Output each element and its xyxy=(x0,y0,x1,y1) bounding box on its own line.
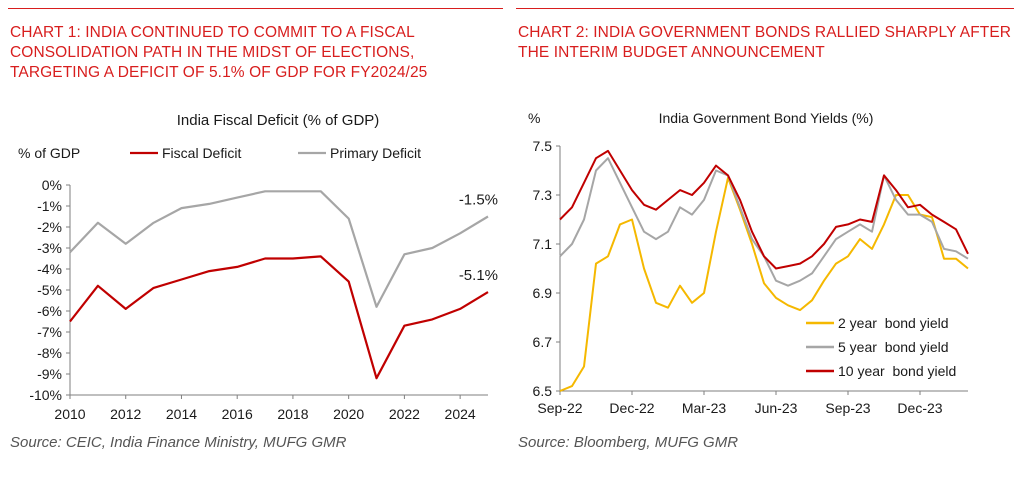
chart2-x-tick-label: Dec-22 xyxy=(609,400,654,416)
chart2-y-tick-label: 7.3 xyxy=(533,187,553,203)
chart2-y-tick-label: 7.5 xyxy=(533,138,553,154)
chart2-title: India Government Bond Yields (%) xyxy=(659,110,874,126)
chart2-x-tick-label: Mar-23 xyxy=(682,400,727,416)
chart2-legend-label-0: 2 year bond yield xyxy=(838,315,949,331)
chart1-y-tick-label: -10% xyxy=(29,387,62,403)
chart2-svg: India Government Bond Yields (%)% 7.5 7.3 7… xyxy=(528,110,969,416)
chart1-y-tick-label: -1% xyxy=(37,198,62,214)
chart1-top-rule xyxy=(8,8,503,9)
chart2-x-tick-label: Sep-22 xyxy=(537,400,582,416)
chart1-x-tick-label: 2020 xyxy=(333,406,364,422)
chart1-panel: CHART 1: INDIA CONTINUED TO COMMIT TO A … xyxy=(8,0,503,478)
primary-deficit-end-label: -1.5% xyxy=(459,192,498,209)
primary-deficit-line xyxy=(69,190,489,308)
chart1-y-tick-label: -5% xyxy=(37,282,62,298)
chart2-legend-label-2: 10 year bond yield xyxy=(838,363,956,379)
chart1-y-tick-label: -6% xyxy=(37,303,62,319)
chart1-legend-label-1: Primary Deficit xyxy=(330,145,421,161)
chart2-heading: CHART 2: INDIA GOVERNMENT BONDS RALLIED … xyxy=(518,24,1012,61)
chart1-x-tick-label: 2016 xyxy=(222,406,253,422)
chart1-y-tick-label: -3% xyxy=(37,240,62,256)
chart1-x-tick-label: 2018 xyxy=(277,406,308,422)
chart1-x-tick-label: 2024 xyxy=(445,406,476,422)
chart1-y-tick-label: -4% xyxy=(37,261,62,277)
chart1-heading: CHART 1: INDIA CONTINUED TO COMMIT TO A … xyxy=(10,24,428,81)
chart1-x-tick-label: 2012 xyxy=(110,406,141,422)
chart2-y-tick-label: 6.5 xyxy=(533,383,553,399)
fiscal-deficit-end-label: -5.1% xyxy=(459,267,498,284)
chart1-svg: India Fiscal Deficit (% of GDP) % of GDP F… xyxy=(18,112,498,422)
chart1-legend-label-0: Fiscal Deficit xyxy=(162,145,241,161)
chart1-y-label: % of GDP xyxy=(18,145,80,161)
chart2-y-tick-label: 7.1 xyxy=(533,236,553,252)
chart2-x-tick-label: Jun-23 xyxy=(755,400,798,416)
chart2-y-tick-label: 6.9 xyxy=(533,285,553,301)
chart2-x-tick-label: Dec-23 xyxy=(897,400,942,416)
chart1-y-tick-label: -2% xyxy=(37,219,62,235)
chart1-title: India Fiscal Deficit (% of GDP) xyxy=(177,112,380,129)
chart2-top-rule xyxy=(516,8,1014,9)
chart1-x-tick-label: 2014 xyxy=(166,406,197,422)
two-year-yield-line xyxy=(559,176,969,392)
chart2-y-label: % xyxy=(528,110,540,126)
chart1-x-tick-label: 2022 xyxy=(389,406,420,422)
ten-year-yield-line xyxy=(559,149,969,270)
chart1-y-tick-label: -8% xyxy=(37,345,62,361)
fiscal-deficit-line xyxy=(69,255,489,380)
five-year-yield-line xyxy=(559,157,969,287)
chart2-y-tick-label: 6.7 xyxy=(533,334,553,350)
chart1-y-tick-label: -9% xyxy=(37,366,62,382)
chart1-y-tick-label: -7% xyxy=(37,324,62,340)
chart2-x-tick-label: Sep-23 xyxy=(825,400,870,416)
chart2-panel: CHART 2: INDIA GOVERNMENT BONDS RALLIED … xyxy=(516,0,1014,478)
chart1-source: Source: CEIC, India Finance Ministry, MU… xyxy=(10,434,347,451)
chart2-legend-label-1: 5 year bond yield xyxy=(838,339,949,355)
chart1-y-tick-label: 0% xyxy=(42,177,62,193)
chart2-source: Source: Bloomberg, MUFG GMR xyxy=(518,434,739,451)
chart1-x-tick-label: 2010 xyxy=(54,406,85,422)
